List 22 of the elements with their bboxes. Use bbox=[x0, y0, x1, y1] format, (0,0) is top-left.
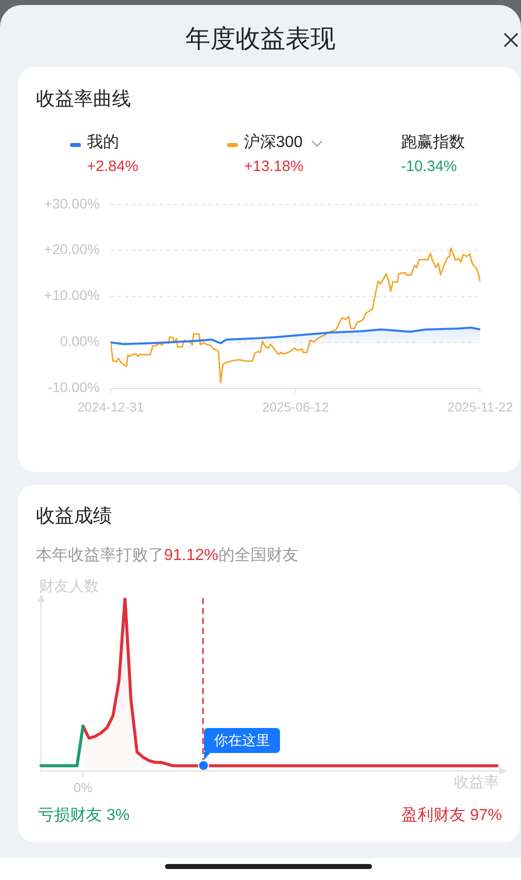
chart-subtitle: 收益率曲线 bbox=[36, 88, 131, 112]
legend-label: 我的 bbox=[87, 132, 119, 153]
annotation: 你在这里 bbox=[204, 728, 280, 753]
text: 跑赢指数 bbox=[401, 132, 465, 153]
x-tick-label: 2025-06-12 bbox=[262, 400, 329, 415]
x-tick-label: 2024-12-31 bbox=[77, 400, 144, 415]
y-tick-label: +20.00% bbox=[44, 241, 100, 258]
text: 亏损财友 3% bbox=[38, 806, 130, 826]
x-tick-label: 2025-11-22 bbox=[447, 400, 514, 415]
text: 0% bbox=[74, 779, 92, 797]
chart-subtitle: 本年收益率打败了91.12%的全国财友 bbox=[36, 546, 298, 566]
legend-label: 沪深300 bbox=[244, 132, 303, 153]
y-tick-label: 0.00% bbox=[60, 333, 100, 350]
y-tick-label: +10.00% bbox=[44, 287, 100, 304]
text: +13.18% bbox=[244, 157, 304, 177]
chart-title: 收益成绩 bbox=[36, 505, 112, 529]
text: 盈利财友 97% bbox=[402, 806, 502, 826]
chart-title: 年度收益表现 bbox=[184, 24, 336, 55]
y-tick-label: +30.00% bbox=[44, 195, 100, 212]
text: -10.34% bbox=[401, 157, 457, 177]
text: +2.84% bbox=[87, 157, 138, 177]
y-tick-label: -10.00% bbox=[48, 379, 100, 396]
